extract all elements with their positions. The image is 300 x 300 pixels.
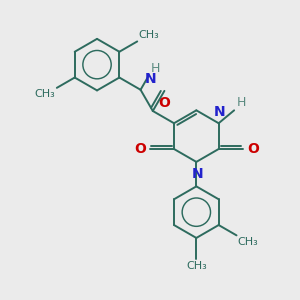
Text: O: O <box>134 142 146 156</box>
Text: N: N <box>192 167 203 181</box>
Text: N: N <box>144 72 156 86</box>
Text: O: O <box>158 96 170 110</box>
Text: CH₃: CH₃ <box>35 89 56 99</box>
Text: N: N <box>214 105 226 118</box>
Text: CH₃: CH₃ <box>238 237 259 247</box>
Text: CH₃: CH₃ <box>139 30 159 40</box>
Text: H: H <box>237 96 246 109</box>
Text: O: O <box>247 142 259 156</box>
Text: H: H <box>151 62 160 75</box>
Text: CH₃: CH₃ <box>186 261 207 271</box>
